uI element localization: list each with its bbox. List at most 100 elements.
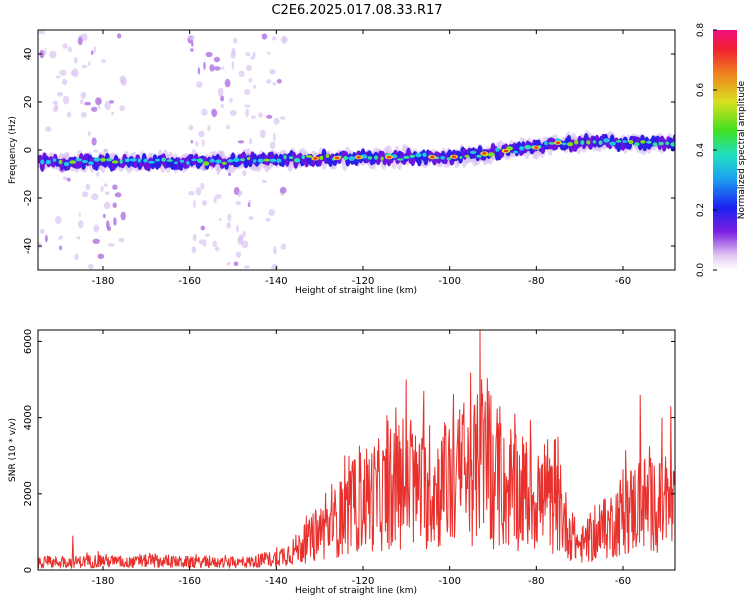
heatmap-diffuse-spot [244, 104, 251, 108]
heatmap-ridge-blob [580, 140, 585, 146]
heatmap-ridge-blob [343, 156, 349, 160]
heatmap-hotspot-core [534, 146, 539, 149]
heatmap-diffuse-spot [66, 111, 72, 118]
heatmap-diffuse-spot [120, 211, 126, 221]
heatmap-diffuse-spot [103, 183, 108, 187]
heatmap-x-tick-label: -180 [92, 276, 115, 287]
heatmap-ridge-blob [253, 159, 257, 163]
heatmap-ridge-blob [566, 142, 574, 147]
heatmap-diffuse-spot [250, 56, 255, 60]
heatmap-diffuse-spot [273, 132, 276, 142]
heatmap-diffuse-spot [104, 101, 111, 110]
heatmap-ridge-blob [440, 155, 446, 160]
heatmap-ridge-blob [52, 158, 57, 162]
heatmap-diffuse-spot [93, 149, 99, 153]
heatmap-ridge-blob [306, 155, 313, 158]
heatmap-ridge-blob [646, 140, 652, 144]
heatmap-diffuse-spot [252, 84, 257, 89]
heatmap-x-label: Height of straight line (km) [295, 286, 417, 296]
heatmap-y-label: Frequency (Hz) [8, 116, 18, 184]
heatmap-diffuse-spot [188, 191, 195, 196]
snr-y-label: SNR (10 * v/v) [8, 418, 18, 482]
heatmap-ridge-blob [276, 158, 282, 163]
heatmap-ridge-blob [75, 158, 83, 162]
heatmap-diffuse-spot [106, 220, 110, 229]
heatmap-ridge-blob [257, 158, 264, 163]
heatmap-ridge-blob [155, 158, 161, 162]
heatmap-diffuse-spot [211, 109, 218, 118]
heatmap-diffuse-spot [220, 103, 224, 109]
heatmap-diffuse-spot [91, 137, 97, 146]
heatmap-diffuse-spot [112, 184, 118, 190]
heatmap-diffuse-spot [97, 105, 101, 109]
heatmap-diffuse-spot [213, 196, 217, 204]
heatmap-diffuse-spot [271, 263, 279, 270]
heatmap-diffuse-spot [56, 91, 64, 97]
heatmap-diffuse-spot [272, 36, 277, 41]
heatmap-diffuse-spot [221, 66, 225, 70]
heatmap-diffuse-spot [121, 78, 126, 84]
heatmap-ridge-blob [374, 155, 378, 160]
snr-x-tick-label: -60 [615, 576, 631, 587]
heatmap-diffuse-spot [219, 218, 222, 221]
heatmap-diffuse-spot [214, 246, 220, 252]
heatmap-diffuse-spot [193, 200, 196, 209]
heatmap-diffuse-spot [54, 215, 62, 224]
heatmap-ridge-blob [348, 156, 356, 161]
heatmap-diffuse-spot [214, 194, 222, 199]
heatmap-diffuse-spot [188, 34, 195, 40]
heatmap-diffuse-spot [245, 108, 250, 118]
heatmap-diffuse-spot [272, 81, 277, 86]
heatmap-diffuse-spot [195, 187, 202, 196]
heatmap-diffuse-spot [205, 51, 213, 58]
heatmap-diffuse-spot [246, 65, 252, 72]
heatmap-diffuse-spot [102, 213, 106, 219]
heatmap-ridge-blob [143, 158, 148, 163]
heatmap-diffuse-spot [76, 236, 81, 240]
heatmap-ridge-blob [367, 156, 373, 160]
heatmap-y-tick-label: 40 [23, 48, 34, 61]
heatmap-diffuse-spot [96, 171, 100, 177]
heatmap-ridge-blob [288, 156, 294, 160]
heatmap-diffuse-spot [235, 200, 242, 206]
colorbar-tick-label: 0.0 [696, 263, 706, 278]
heatmap-diffuse-spot [70, 168, 75, 172]
heatmap-diffuse-spot [213, 56, 220, 63]
heatmap-diffuse-spot [38, 30, 45, 35]
heatmap-diffuse-spot [202, 139, 205, 147]
heatmap-ridge-blob [495, 147, 500, 152]
heatmap-diffuse-spot [231, 60, 235, 70]
heatmap-ridge-blob [196, 158, 204, 163]
heatmap-diffuse-spot [92, 238, 100, 244]
heatmap-diffuse-spot [199, 239, 204, 245]
heatmap-diffuse-spot [88, 263, 94, 270]
heatmap-diffuse-spot [74, 253, 79, 261]
heatmap-hotspot-core [356, 156, 361, 159]
heatmap-diffuse-spot [244, 88, 251, 96]
heatmap-diffuse-spot [60, 235, 63, 240]
heatmap-diffuse-spot [82, 33, 88, 42]
heatmap-marks [38, 30, 675, 270]
heatmap-x-tick-label: -140 [265, 276, 288, 287]
heatmap-diffuse-spot [273, 246, 277, 255]
snr-x-tick-label: -160 [178, 576, 201, 587]
heatmap-ridge-blob [548, 142, 556, 145]
heatmap-ridge-blob [415, 153, 422, 158]
heatmap-x-tick-label: -60 [615, 276, 631, 287]
heatmap-hotspot-core [503, 149, 509, 153]
heatmap-diffuse-spot [227, 213, 232, 222]
heatmap-diffuse-spot [236, 224, 239, 233]
heatmap-diffuse-spot [213, 66, 221, 71]
heatmap-diffuse-spot [243, 265, 250, 269]
heatmap-diffuse-spot [73, 57, 78, 64]
heatmap-ridge-blob [519, 146, 524, 151]
heatmap-diffuse-spot [247, 202, 251, 208]
snr-frame [37, 329, 676, 571]
heatmap-ridge-blob [634, 142, 640, 147]
heatmap-ridge-blob [640, 140, 646, 144]
heatmap-ridge-blob [561, 142, 567, 146]
colorbar-tick-label: 0.4 [696, 143, 706, 158]
heatmap-diffuse-spot [273, 117, 280, 125]
heatmap-diffuse-spot [117, 33, 122, 39]
heatmap-diffuse-spot [191, 246, 197, 254]
